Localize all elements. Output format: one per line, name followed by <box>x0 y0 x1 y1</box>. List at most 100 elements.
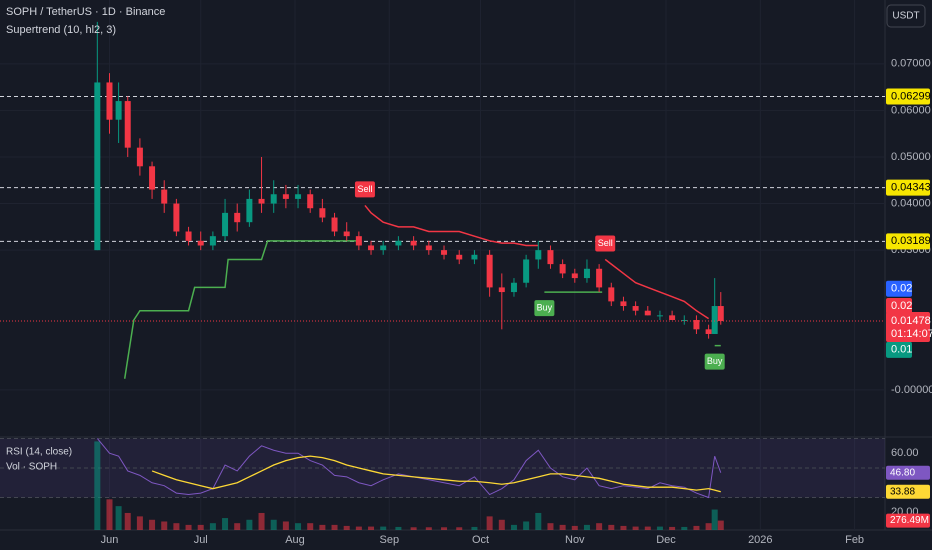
volume-bar <box>209 523 216 530</box>
volume-bar <box>282 521 289 530</box>
candle-body <box>547 250 554 265</box>
volume-bar <box>124 512 131 530</box>
volume-bar <box>395 526 402 530</box>
signal-marker <box>534 300 555 317</box>
candle-body <box>717 306 724 322</box>
candle-body <box>380 245 387 251</box>
volume-bar <box>343 525 350 530</box>
candle-body <box>608 287 615 302</box>
axis-badge-label: 0.02 <box>891 300 912 312</box>
volume-bar <box>656 526 663 530</box>
volume-bar <box>705 523 712 530</box>
candle-body <box>136 147 143 167</box>
volume-bar <box>149 519 156 530</box>
axis-badge <box>886 513 930 528</box>
candle-body <box>705 329 712 334</box>
volume-bar <box>270 519 277 530</box>
volume-bar <box>644 526 651 530</box>
price-level-label: 0.03189 <box>891 235 931 247</box>
volume-title: Vol · SOPH <box>6 462 57 473</box>
volume-bar <box>222 518 229 530</box>
candle-body <box>456 254 463 260</box>
candle-body <box>425 245 432 251</box>
volume-bar <box>106 499 113 530</box>
volume-bar <box>471 526 478 530</box>
volume-bar <box>425 527 432 530</box>
indicator-label: Supertrend (10, hl2, 3) <box>6 24 116 36</box>
currency-button[interactable] <box>886 4 926 28</box>
candle-body <box>656 315 663 317</box>
price-pane: Sell Buy Sell Buy <box>0 0 885 436</box>
candle-body <box>173 203 180 232</box>
candle-body <box>295 194 302 199</box>
volume-bar <box>258 512 265 530</box>
rsi-tick-label: 60.00 <box>891 447 919 459</box>
volume-bar <box>115 506 122 530</box>
last-price-badge <box>886 312 930 343</box>
signal-label: Buy <box>537 302 553 312</box>
candle-body <box>161 189 168 204</box>
axis-badge <box>886 341 912 358</box>
volume-bar <box>456 527 463 530</box>
x-tick-label: Jul <box>194 534 208 546</box>
volume-bar <box>681 526 688 530</box>
candle-body <box>270 194 277 204</box>
candle-body <box>644 310 651 316</box>
volume-bar <box>307 523 314 530</box>
volume-bar <box>583 524 590 530</box>
supertrend-line <box>364 204 539 247</box>
currency-button-label[interactable]: USDT <box>892 11 919 22</box>
candle-body <box>185 231 192 241</box>
supertrend-line <box>123 240 359 379</box>
axis-badge <box>886 280 912 297</box>
volume-bar <box>331 524 338 530</box>
volume-bar <box>234 523 241 530</box>
axis-badge-label: 0.02 <box>891 283 912 295</box>
volume-bar <box>498 519 505 530</box>
rsi-title: RSI (14, close) <box>6 447 72 458</box>
volume-bar <box>173 523 180 530</box>
y-tick-label: 0.07000 <box>891 58 931 70</box>
axis-badge <box>886 298 912 315</box>
candle-body <box>632 306 639 311</box>
volume-bar <box>410 527 417 530</box>
volume-bar <box>319 524 326 530</box>
x-tick-label: Feb <box>845 534 864 546</box>
countdown-label: 01:14:07 <box>891 328 932 340</box>
candle-body <box>711 306 718 334</box>
candle-body <box>343 231 350 237</box>
candle-body <box>115 101 122 120</box>
candle-body <box>222 212 229 237</box>
candle-body <box>395 240 402 246</box>
y-tick-label: -0.00000 <box>891 384 932 396</box>
axis-badge <box>886 465 930 480</box>
price-level-label: 0.04343 <box>891 181 931 193</box>
candle-body <box>246 198 253 223</box>
y-tick-label: 0.06000 <box>891 104 931 116</box>
candle-body <box>307 194 314 209</box>
candle-body <box>234 212 241 223</box>
signal-marker <box>704 353 725 370</box>
candle-body <box>355 236 362 246</box>
axis-badge-label: 276.49M <box>890 515 929 526</box>
price-level-badge <box>886 179 930 196</box>
candle-body <box>535 250 542 260</box>
volume-bar <box>355 526 362 530</box>
candle-body <box>106 82 113 120</box>
volume-bar <box>486 516 493 530</box>
candle-body <box>410 240 417 246</box>
axis-badge-label: 0.01 <box>891 344 912 356</box>
volume-bar <box>596 523 603 530</box>
candle-body <box>693 320 700 330</box>
axis-badge <box>886 484 930 499</box>
candle-body <box>571 273 578 279</box>
volume-bar <box>669 526 676 530</box>
signal-label: Buy <box>707 356 723 366</box>
volume-bar <box>559 524 566 530</box>
volume-bar <box>711 509 718 530</box>
candle-body <box>368 245 375 251</box>
candle-body <box>471 254 478 260</box>
volume-bar <box>246 519 253 530</box>
